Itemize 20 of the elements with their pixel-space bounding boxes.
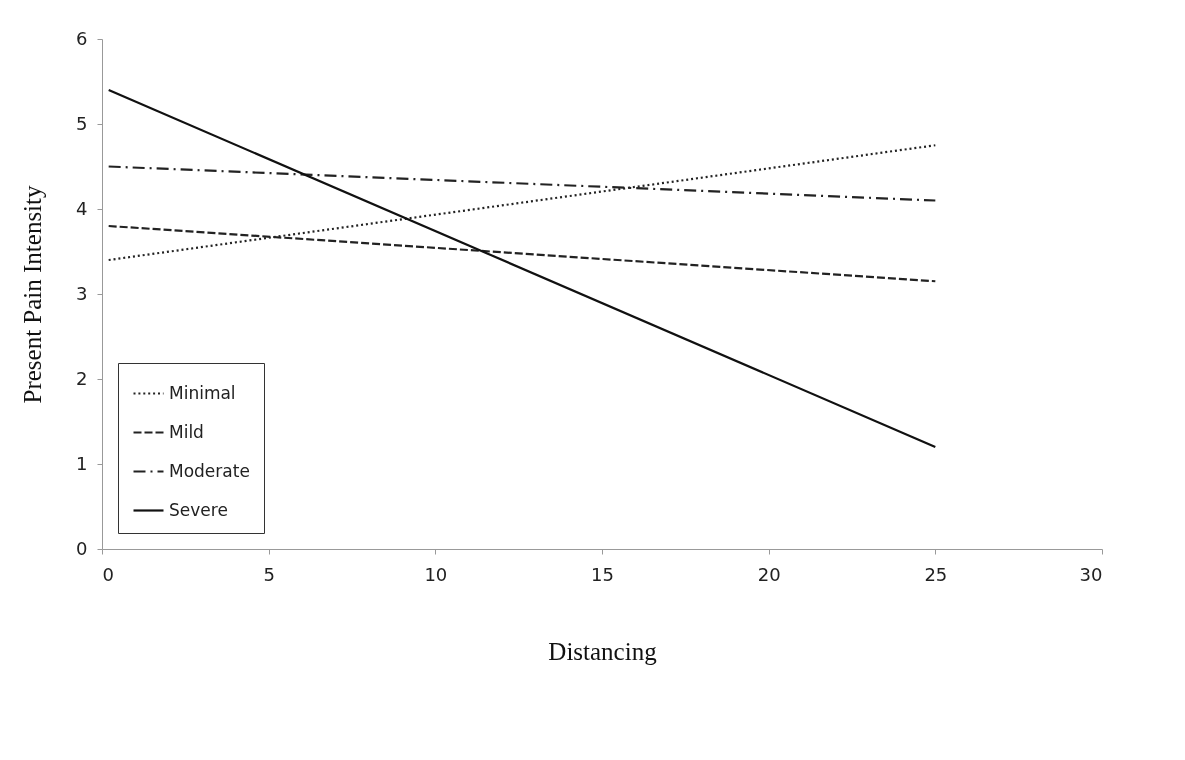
legend-label: Minimal	[169, 382, 236, 403]
x-tick-label: 30	[1079, 563, 1103, 585]
x-tick-label: 10	[424, 563, 448, 585]
legend-label: Moderate	[169, 460, 250, 481]
x-tick-label: 5	[263, 563, 275, 585]
y-tick-label: 4	[76, 197, 88, 219]
y-tick-label: 0	[76, 537, 88, 559]
y-tick-label: 3	[76, 282, 88, 304]
x-tick-label: 20	[757, 563, 781, 585]
y-axis-title: Present Pain Intensity	[19, 184, 47, 404]
y-tick-label: 5	[76, 112, 88, 134]
y-tick-label: 2	[76, 367, 88, 389]
legend-label: Mild	[169, 421, 204, 442]
y-tick-label: 1	[76, 452, 88, 474]
y-tick-label: 6	[76, 27, 88, 49]
legend-label: Severe	[169, 499, 228, 520]
x-tick-label: 25	[924, 563, 948, 585]
x-tick-label: 0	[102, 563, 114, 585]
x-tick-label: 15	[591, 563, 614, 585]
x-axis-title: Distancing	[548, 637, 658, 665]
